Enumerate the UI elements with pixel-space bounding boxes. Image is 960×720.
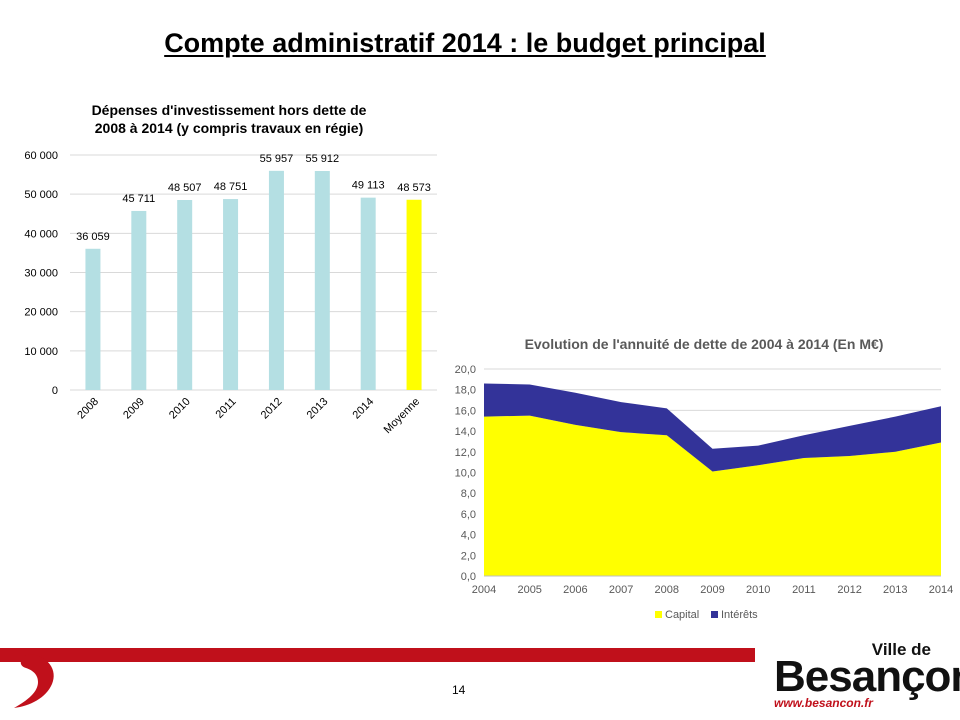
area-x-tick-label: 2009 <box>700 584 724 596</box>
area-series-capital <box>484 415 941 576</box>
area-chart-x-axis: 2004 2005 2006 2007 2008 2009 2010 2011 2012 2013… <box>472 575 953 596</box>
area-x-tick-label: 2011 <box>792 584 816 596</box>
bar-value-label: 55 912 <box>305 153 339 165</box>
bar-value-label: 36 059 <box>76 231 110 243</box>
bar-value-label: 45 711 <box>122 193 155 205</box>
bar-2013 <box>314 171 330 390</box>
bar-y-tick-label: 30 000 <box>24 268 58 280</box>
bar-chart-y-axis: 0 10 000 20 000 30 000 40 000 50 000 60 000 <box>24 150 58 397</box>
area-y-tick-label: 16,0 <box>455 405 476 417</box>
area-y-tick-label: 0,0 <box>461 571 476 583</box>
area-chart-series <box>484 383 941 576</box>
area-y-tick-label: 2,0 <box>461 550 476 562</box>
page-number: 14 <box>452 683 466 697</box>
slide-title-text: Compte administratif 2014 : le budget pr… <box>164 28 766 58</box>
bar-y-tick-label: 50 000 <box>24 189 58 201</box>
bar-x-tick-label: 2009 <box>121 396 147 422</box>
bar-value-label: 48 751 <box>214 181 248 193</box>
area-y-tick-label: 12,0 <box>455 447 476 459</box>
area-chart-title: Evolution de l'annuité de dette de 2004 … <box>525 336 884 352</box>
area-y-tick-label: 14,0 <box>455 426 476 438</box>
legend-swatch <box>711 611 718 618</box>
besancon-logo: Ville de Besançon www.besancon.fr <box>770 638 960 718</box>
area-x-tick-label: 2007 <box>609 584 633 596</box>
bar-y-tick-label: 60 000 <box>24 150 58 162</box>
bar-x-tick-label: 2008 <box>75 396 101 422</box>
bar-chart-x-axis: 2008 2009 2010 2011 2012 2013 2014 Moyenne <box>75 396 422 436</box>
footer-band <box>0 648 755 662</box>
bar-x-tick-label: 2013 <box>305 396 331 422</box>
brand-comma-mark <box>14 654 54 708</box>
slide-title: Compte administratif 2014 : le budget pr… <box>0 28 930 59</box>
area-chart-legend: Capital Intérêts <box>655 609 758 621</box>
area-x-tick-label: 2012 <box>837 584 861 596</box>
legend-label: Intérêts <box>721 609 758 621</box>
area-y-tick-label: 8,0 <box>461 488 476 500</box>
area-x-tick-label: 2006 <box>563 584 587 596</box>
area-y-tick-label: 18,0 <box>455 385 476 397</box>
bar-y-tick-label: 0 <box>52 385 58 397</box>
area-y-tick-label: 10,0 <box>455 468 476 480</box>
bar-2012 <box>268 170 284 390</box>
bar-chart-title-line-1: Dépenses d'investissement hors dette de <box>92 102 367 118</box>
area-x-tick-label: 2004 <box>472 584 496 596</box>
area-series-intrts <box>484 383 941 472</box>
bar-chart-bars <box>85 170 422 390</box>
bar-value-label: 55 957 <box>260 153 294 165</box>
bar-chart-gridlines <box>70 154 437 391</box>
bar-x-tick-label: 2011 <box>213 396 238 421</box>
bar-y-tick-label: 40 000 <box>24 228 58 240</box>
area-x-tick-label: 2010 <box>746 584 770 596</box>
legend-swatch <box>655 611 662 618</box>
brand-url: www.besancon.fr <box>774 696 873 710</box>
bar-chart-value-labels: 36 059 45 711 48 507 48 751 55 957 55 912 49 1… <box>76 153 431 243</box>
bar-value-label: 48 573 <box>397 182 431 194</box>
bar-x-tick-label: 2010 <box>167 396 193 422</box>
debt-annuity-area-chart: Evolution de l'annuité de dette de 2004 … <box>455 336 954 621</box>
bar-chart-title-line-2: 2008 à 2014 (y compris travaux en régie) <box>95 120 363 136</box>
area-x-tick-label: 2008 <box>655 584 679 596</box>
bar-moyenne <box>406 199 422 390</box>
bar-y-tick-label: 10 000 <box>24 346 58 358</box>
area-y-tick-label: 20,0 <box>455 364 476 376</box>
brand-prefix: Ville de <box>871 640 931 659</box>
bar-y-tick-label: 20 000 <box>24 307 58 319</box>
brand-name: Besançon <box>774 652 960 701</box>
area-y-tick-label: 4,0 <box>461 530 476 542</box>
bar-x-tick-label: Moyenne <box>382 396 422 436</box>
area-chart-y-axis: 0,0 2,0 4,0 6,0 8,0 10,0 12,0 14,0 16,0 18,0 20,0 <box>455 364 476 583</box>
bar-2011 <box>223 199 239 390</box>
legend-label: Capital <box>665 609 699 621</box>
area-x-tick-label: 2014 <box>929 584 953 596</box>
investment-bar-chart: Dépenses d'investissement hors dette de … <box>24 102 437 436</box>
area-x-tick-label: 2013 <box>883 584 907 596</box>
bar-value-label: 48 507 <box>168 182 202 194</box>
area-x-tick-label: 2005 <box>517 584 541 596</box>
area-y-tick-label: 6,0 <box>461 509 476 521</box>
bar-x-tick-label: 2012 <box>259 396 285 422</box>
bar-x-tick-label: 2014 <box>351 396 377 422</box>
bar-2010 <box>177 200 193 390</box>
bar-2008 <box>85 248 101 390</box>
bar-2014 <box>360 197 376 390</box>
bar-2009 <box>131 210 147 390</box>
bar-value-label: 49 113 <box>352 180 385 192</box>
